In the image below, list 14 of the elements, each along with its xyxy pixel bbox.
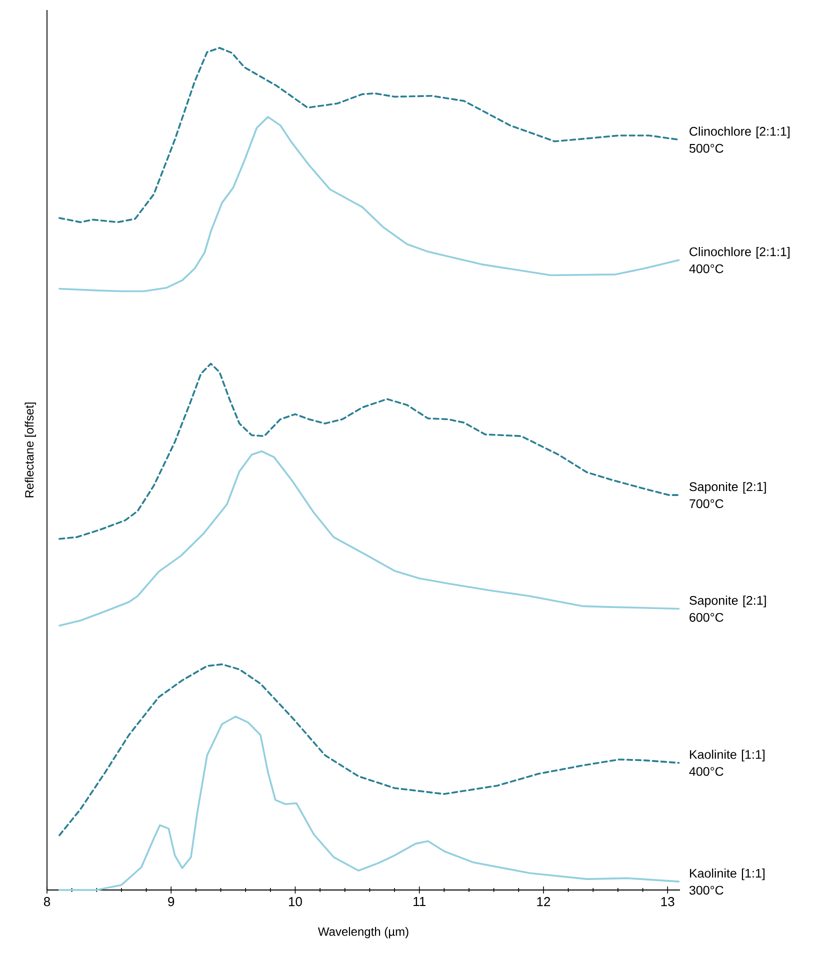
x-tick-label: 12 (537, 897, 550, 906)
x-tick-label: 13 (661, 897, 674, 906)
series-label: Clinochlore [2:1:1] 500°C (689, 126, 790, 153)
x-tick-label: 8 (44, 897, 50, 906)
series-label: Kaolinite [1:1] 300°C (689, 868, 764, 895)
x-tick-label: 10 (288, 897, 302, 906)
x-axis-title: Wavelength (µm) (318, 927, 408, 938)
series-label: Saponite [2:1] 600°C (690, 596, 766, 622)
y-axis-title: Reflectane [offset] (24, 402, 36, 498)
x-tick-label: 9 (168, 897, 174, 906)
x-tick-label: 11 (414, 897, 426, 906)
series-label: Kaolinite [1:1] 400°C (689, 750, 764, 776)
series-label: Saponite [2:1] 700°C (690, 482, 766, 508)
series-label: Clinochlore [2:1:1] 400°C (689, 247, 790, 274)
